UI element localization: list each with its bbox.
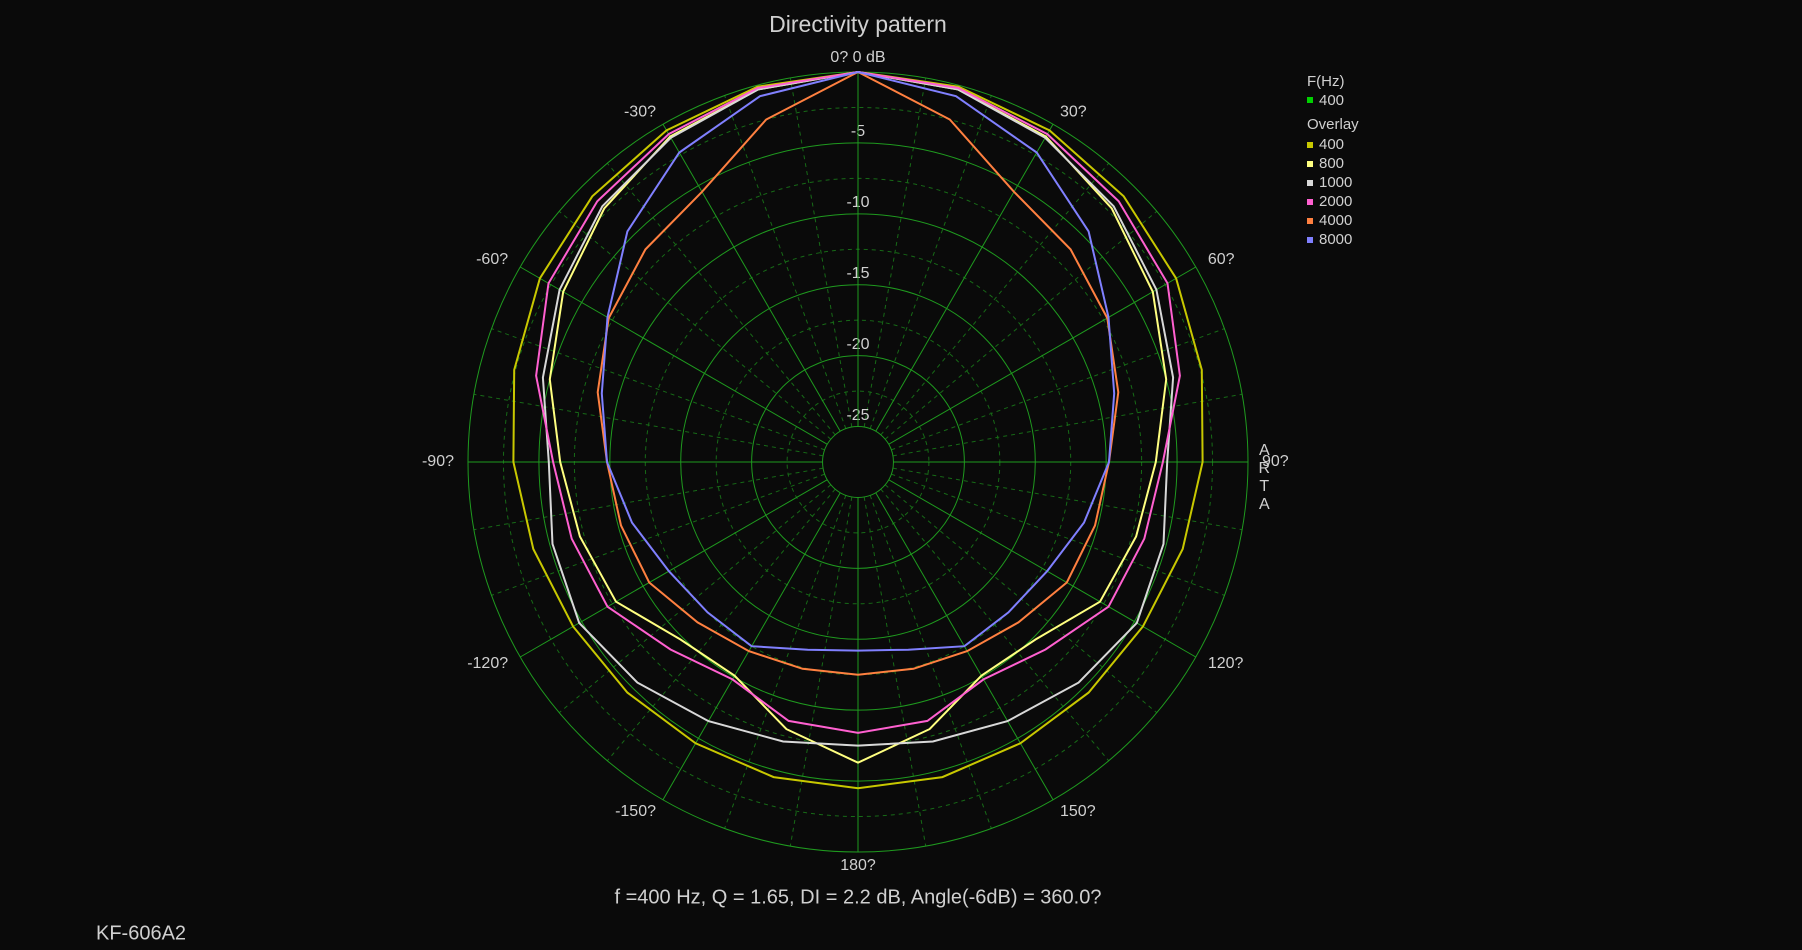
legend-label: 8000: [1319, 231, 1352, 248]
minor-spoke: [880, 162, 1110, 436]
minor-spoke: [892, 393, 1243, 457]
minor-spoke: [891, 473, 1225, 596]
chart-title: Directivity pattern: [769, 11, 947, 37]
series-line: [512, 70, 1204, 790]
angle-tick-label: 0? 0 dB: [830, 49, 885, 66]
minor-spoke: [558, 210, 832, 440]
spoke: [520, 479, 828, 658]
minor-spoke: [491, 473, 825, 596]
overlay-title: Overlay: [1307, 116, 1359, 133]
series-group: [512, 70, 1204, 790]
minor-spoke: [880, 488, 1110, 762]
legend-title: F(Hz): [1307, 73, 1345, 90]
angle-tick-label: 90?: [1262, 453, 1289, 470]
angle-tick-label: 30?: [1060, 103, 1087, 120]
angle-tick-label: 180?: [840, 857, 876, 874]
footer: f =400 Hz, Q = 1.65, DI = 2.2 dB, Angle(…: [615, 886, 1102, 908]
legend-swatch: [1307, 199, 1313, 205]
minor-spoke: [863, 77, 927, 428]
legend-label: 400: [1319, 92, 1344, 109]
minor-spoke: [473, 467, 824, 531]
spoke: [520, 266, 828, 445]
legend-swatch: [1307, 97, 1313, 103]
minor-spoke: [869, 95, 992, 429]
brand: ARTA: [1256, 442, 1273, 514]
legend-swatch: [1307, 237, 1313, 243]
minor-spoke: [724, 95, 847, 429]
minor-spoke: [606, 162, 836, 436]
legend-swatch: [1307, 142, 1313, 148]
minor-spoke: [724, 495, 847, 829]
angle-tick-label: -30?: [624, 103, 656, 120]
legend-swatch: [1307, 180, 1313, 186]
minor-spoke: [892, 467, 1243, 531]
legend-swatch: [1307, 161, 1313, 167]
minor-spoke: [606, 488, 836, 762]
angle-tick-label: -120?: [467, 655, 508, 672]
legend-label: 2000: [1319, 193, 1352, 210]
minor-spoke: [473, 393, 824, 457]
series-line: [596, 70, 1120, 676]
series-line: [541, 70, 1175, 747]
angle-tick-label: 150?: [1060, 803, 1096, 820]
series-line: [600, 70, 1116, 652]
minor-spoke: [884, 210, 1158, 440]
minor-spoke: [891, 328, 1225, 451]
spoke: [662, 124, 841, 432]
angle-tick-label: -60?: [476, 251, 508, 268]
legend-label: 800: [1319, 155, 1344, 172]
angle-tick-label: 120?: [1208, 655, 1244, 672]
model-label: KF-606A2: [96, 922, 186, 944]
legend-swatch: [1307, 218, 1313, 224]
angle-tick-label: -150?: [615, 803, 656, 820]
legend-label: 4000: [1319, 212, 1352, 229]
series-line: [535, 70, 1181, 734]
minor-spoke: [789, 77, 853, 428]
angle-tick-label: -90?: [422, 453, 454, 470]
minor-spoke: [491, 328, 825, 451]
series-line: [548, 70, 1168, 764]
angle-tick-label: 60?: [1208, 251, 1235, 268]
spoke: [875, 124, 1054, 432]
legend-label: 1000: [1319, 174, 1352, 191]
spoke: [888, 479, 1196, 658]
spoke: [888, 266, 1196, 445]
legend-label: 400: [1319, 136, 1344, 153]
minor-spoke: [869, 495, 992, 829]
